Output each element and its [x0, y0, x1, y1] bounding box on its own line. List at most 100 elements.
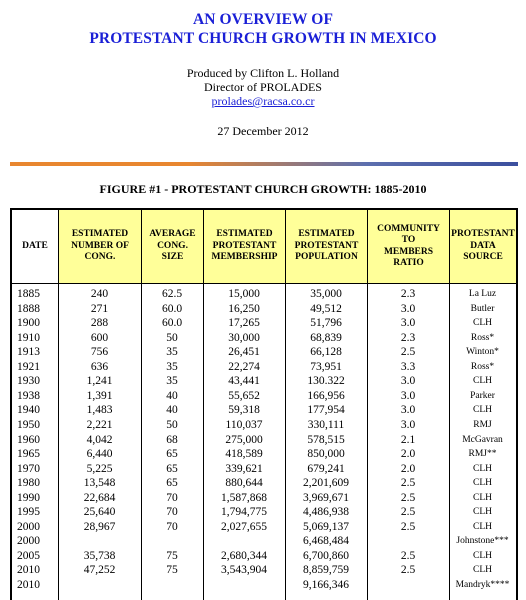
header-population: ESTIMATED PROTESTANT POPULATION — [285, 210, 367, 283]
date-cell: 1995 — [17, 506, 40, 519]
membership-cell — [203, 534, 285, 549]
population-cell: 679,241 — [307, 462, 345, 475]
avg-size-cell: 35 — [166, 375, 178, 388]
ratio-cell: 3.0 — [400, 418, 416, 431]
date-cell: 1913 — [17, 346, 40, 359]
source-cell: Ross* — [470, 332, 495, 343]
membership-cell: 110,037 — [225, 418, 263, 431]
ratio-cell: 2.5 — [400, 477, 416, 490]
avg-size-cell: 75 — [166, 549, 178, 562]
congregations-cell: 35,738 — [83, 549, 116, 562]
source-cell: CLH — [473, 492, 492, 503]
source-cell: CLH — [473, 565, 492, 576]
header-membership: ESTIMATED PROTESTANT MEMBERSHIP — [203, 210, 285, 283]
avg-size-cell: 50 — [166, 418, 178, 431]
membership-cell: 17,265 — [228, 317, 260, 330]
avg-size-cell — [141, 534, 203, 549]
membership-cell: 1,794,775 — [221, 506, 267, 519]
population-cell: 73,951 — [310, 360, 342, 373]
membership-cell: 26,451 — [228, 346, 260, 359]
congregations-cell: 1,391 — [86, 389, 113, 402]
email-link[interactable]: prolades@racsa.co.cr — [211, 94, 315, 108]
table-row: 1930 1,241 35 43,441 130.322 3.0 CLH — [12, 374, 516, 389]
population-cell: 49,512 — [310, 302, 342, 315]
congregations-cell: 271 — [90, 302, 109, 315]
membership-cell: 880,644 — [225, 477, 263, 490]
source-cell: Parker — [470, 390, 495, 401]
congregations-cell: 5,225 — [86, 462, 113, 475]
avg-size-cell: 65 — [166, 462, 178, 475]
date-cell: 1900 — [17, 317, 40, 330]
congregations-cell: 1,483 — [86, 404, 113, 417]
date-cell: 1930 — [17, 375, 40, 388]
header-congregations: ESTIMATED NUMBER OF CONG. — [58, 210, 141, 283]
avg-size-cell: 62.5 — [161, 288, 183, 300]
population-cell: 166,956 — [307, 389, 345, 402]
avg-size-cell: 65 — [166, 477, 178, 490]
ratio-cell: 3.0 — [400, 375, 416, 388]
document-title-line1: AN OVERVIEW OF — [192, 11, 334, 28]
column-divider — [285, 284, 367, 600]
column-divider — [141, 284, 203, 600]
table-row: 1888 271 60.0 16,250 49,512 3.0 Butler — [12, 302, 516, 317]
table-row: 2010 47,252 75 3,543,904 8,859,759 2.5 CLH — [12, 563, 516, 578]
congregations-cell: 4,042 — [86, 433, 113, 446]
population-cell: 578,515 — [307, 433, 345, 446]
ratio-cell: 2.0 — [400, 462, 416, 475]
congregations-cell: 240 — [90, 288, 109, 300]
ratio-cell: 2.5 — [400, 564, 416, 577]
ratio-cell: 2.5 — [400, 491, 416, 504]
congregations-cell: 13,548 — [83, 477, 116, 490]
congregations-cell: 28,967 — [83, 520, 116, 533]
membership-cell — [203, 578, 285, 593]
source-cell: Winton* — [466, 347, 499, 358]
ratio-cell: 2.3 — [400, 331, 416, 344]
ratio-cell: 3.0 — [400, 389, 416, 402]
avg-size-cell: 75 — [166, 564, 178, 577]
membership-cell: 2,680,344 — [221, 549, 267, 562]
author-role: Director of PROLADES — [204, 80, 322, 94]
avg-size-cell: 60.0 — [161, 302, 183, 315]
source-cell: CLH — [473, 478, 492, 489]
source-cell: CLH — [473, 376, 492, 387]
membership-cell: 55,652 — [228, 389, 260, 402]
population-cell: 6,700,860 — [303, 549, 349, 562]
ratio-cell: 2.3 — [400, 288, 416, 300]
date-cell: 1980 — [17, 477, 40, 490]
population-cell: 3,969,671 — [303, 491, 349, 504]
ratio-cell: 2.1 — [400, 433, 416, 446]
date-cell: 2010 — [17, 579, 40, 591]
ratio-cell: 2.5 — [400, 549, 416, 562]
table-row: 2000 28,967 70 2,027,655 5,069,137 2.5 CLH — [12, 520, 516, 535]
table-row: 1950 2,221 50 110,037 330,111 3.0 RMJ — [12, 418, 516, 433]
source-cell: CLH — [473, 463, 492, 474]
membership-cell: 2,027,655 — [221, 520, 267, 533]
ratio-cell: 3.0 — [400, 317, 416, 330]
header-source: PROTESTANT DATA SOURCE — [449, 210, 516, 283]
population-cell: 330,111 — [307, 418, 345, 431]
header-ratio: COMMUNITY TO MEMBERS RATIO — [367, 210, 449, 283]
table-row: 1980 13,548 65 880,644 2,201,609 2.5 CLH — [12, 476, 516, 491]
date-cell: 1960 — [17, 433, 40, 446]
date-cell: 1910 — [17, 331, 40, 344]
ratio-cell — [367, 578, 449, 593]
membership-cell: 418,589 — [225, 448, 263, 461]
ratio-cell — [367, 534, 449, 549]
date-cell: 1950 — [17, 418, 40, 431]
date-cell: 1938 — [17, 389, 40, 402]
avg-size-cell — [141, 578, 203, 593]
date-cell: 1970 — [17, 462, 40, 475]
avg-size-cell: 40 — [166, 389, 178, 402]
congregations-cell: 756 — [90, 346, 109, 359]
source-cell: CLH — [473, 550, 492, 561]
date-cell: 1885 — [17, 288, 40, 300]
congregations-cell: 2,221 — [86, 418, 113, 431]
membership-cell: 16,250 — [228, 302, 260, 315]
avg-size-cell: 68 — [166, 433, 178, 446]
table-row: 1995 25,640 70 1,794,775 4,486,938 2.5 CLH — [12, 505, 516, 520]
population-cell: 8,859,759 — [303, 564, 349, 577]
membership-cell: 275,000 — [225, 433, 263, 446]
avg-size-cell: 50 — [166, 331, 178, 344]
source-cell: Ross* — [470, 361, 495, 372]
membership-cell: 1,587,868 — [221, 491, 267, 504]
